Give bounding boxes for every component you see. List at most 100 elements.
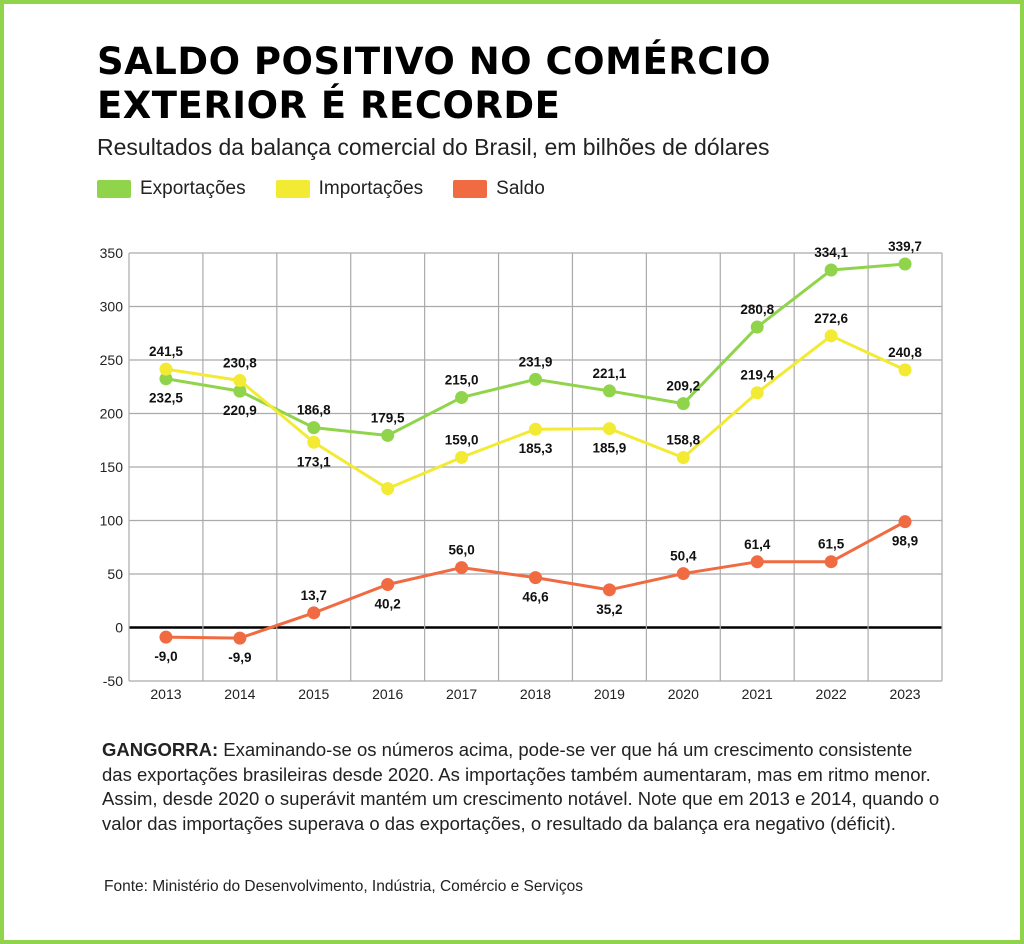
data-point-saldo bbox=[159, 630, 173, 644]
data-label-exportacoes: 280,8 bbox=[740, 302, 774, 317]
data-point-importacoes bbox=[898, 363, 912, 377]
x-tick-label: 2023 bbox=[889, 686, 920, 702]
legend-swatch-saldo bbox=[453, 180, 488, 198]
data-point-saldo bbox=[381, 577, 395, 591]
data-label-saldo: 46,6 bbox=[522, 590, 549, 605]
data-label-importacoes: 158,8 bbox=[666, 433, 700, 448]
y-tick-label: 200 bbox=[100, 406, 124, 422]
data-label-importacoes: 272,6 bbox=[814, 311, 848, 326]
data-label-importacoes: 240,8 bbox=[888, 345, 922, 360]
data-point-saldo bbox=[824, 555, 838, 569]
legend: Exportações Importações Saldo bbox=[97, 178, 575, 200]
y-tick-label: -50 bbox=[103, 673, 123, 689]
data-point-exportacoes bbox=[529, 372, 542, 386]
data-point-saldo bbox=[750, 555, 764, 569]
data-label-saldo: 61,5 bbox=[818, 537, 845, 552]
data-point-saldo bbox=[455, 561, 469, 575]
data-point-exportacoes bbox=[381, 428, 395, 442]
data-label-exportacoes: 221,1 bbox=[593, 366, 627, 381]
legend-item-importacoes: Importações bbox=[275, 178, 424, 200]
x-tick-label: 2015 bbox=[298, 686, 329, 702]
legend-label-importacoes: Importações bbox=[318, 178, 424, 199]
data-label-exportacoes: 232,5 bbox=[149, 391, 183, 406]
data-point-importacoes bbox=[676, 451, 690, 465]
data-point-saldo bbox=[676, 567, 690, 581]
data-point-exportacoes bbox=[676, 397, 690, 411]
data-label-saldo: -9,9 bbox=[228, 650, 251, 665]
data-point-saldo bbox=[529, 571, 542, 585]
data-point-importacoes bbox=[824, 329, 838, 343]
data-point-exportacoes bbox=[307, 421, 321, 435]
data-label-saldo: 98,9 bbox=[892, 534, 918, 549]
x-tick-label: 2014 bbox=[224, 686, 255, 702]
data-label-importacoes: 173,1 bbox=[297, 454, 331, 469]
data-label-importacoes: 241,5 bbox=[149, 344, 183, 359]
chart-subtitle: Resultados da balança comercial do Brasi… bbox=[97, 134, 770, 160]
data-label-importacoes: 185,3 bbox=[519, 441, 553, 456]
data-point-importacoes bbox=[750, 386, 764, 400]
data-point-exportacoes bbox=[898, 257, 912, 271]
x-tick-label: 2020 bbox=[668, 686, 699, 702]
data-label-exportacoes: 215,0 bbox=[445, 372, 479, 387]
legend-item-saldo: Saldo bbox=[453, 178, 545, 200]
data-point-saldo bbox=[233, 631, 247, 645]
data-label-saldo: 61,4 bbox=[744, 537, 771, 552]
x-tick-label: 2018 bbox=[520, 686, 551, 702]
x-tick-label: 2017 bbox=[446, 686, 477, 702]
data-label-saldo: 35,2 bbox=[596, 602, 622, 617]
x-tick-label: 2021 bbox=[742, 686, 773, 702]
data-label-exportacoes: 209,2 bbox=[666, 379, 700, 394]
x-tick-label: 2022 bbox=[816, 686, 847, 702]
x-tick-label: 2013 bbox=[150, 686, 181, 702]
data-label-saldo: -9,0 bbox=[154, 649, 177, 664]
x-tick-label: 2016 bbox=[372, 686, 403, 702]
data-label-saldo: 13,7 bbox=[301, 588, 327, 603]
note-text: Examinando-se os números acima, pode-se … bbox=[102, 739, 940, 834]
y-tick-label: 50 bbox=[107, 566, 123, 582]
data-label-exportacoes: 231,9 bbox=[519, 354, 553, 369]
x-tick-label: 2019 bbox=[594, 686, 625, 702]
data-label-exportacoes: 339,7 bbox=[888, 239, 922, 254]
data-point-importacoes bbox=[381, 482, 395, 496]
data-point-saldo bbox=[898, 515, 912, 529]
data-point-importacoes bbox=[602, 422, 616, 436]
legend-swatch-exportacoes bbox=[97, 180, 131, 198]
data-label-importacoes: 185,9 bbox=[593, 441, 627, 456]
data-label-exportacoes: 220,9 bbox=[223, 403, 257, 418]
data-label-saldo: 40,2 bbox=[375, 596, 401, 611]
data-label-importacoes: 219,4 bbox=[740, 368, 774, 383]
legend-swatch-importacoes bbox=[275, 180, 310, 198]
y-tick-label: 150 bbox=[100, 459, 124, 475]
source-credit: Fonte: Ministério do Desenvolvimento, In… bbox=[104, 878, 583, 895]
data-label-exportacoes: 334,1 bbox=[814, 245, 848, 260]
y-tick-label: 300 bbox=[100, 299, 124, 315]
legend-label-exportacoes: Exportações bbox=[140, 178, 246, 199]
data-point-importacoes bbox=[455, 450, 469, 464]
data-point-importacoes bbox=[159, 362, 173, 376]
data-point-importacoes bbox=[233, 374, 247, 388]
y-tick-label: 0 bbox=[115, 620, 123, 636]
data-point-saldo bbox=[602, 583, 616, 597]
legend-item-exportacoes: Exportações bbox=[97, 178, 246, 200]
data-point-exportacoes bbox=[750, 320, 764, 334]
chart-title: SALDO POSITIVO NO COMÉRCIO EXTERIOR É RE… bbox=[97, 40, 772, 127]
data-point-exportacoes bbox=[233, 384, 247, 398]
data-label-importacoes: 159,0 bbox=[445, 432, 479, 447]
data-point-importacoes bbox=[529, 422, 542, 436]
data-label-saldo: 50,4 bbox=[670, 549, 697, 564]
data-label-exportacoes: 186,8 bbox=[297, 403, 331, 418]
data-point-saldo bbox=[307, 606, 321, 620]
note-lead: GANGORRA: bbox=[102, 739, 219, 760]
legend-label-saldo: Saldo bbox=[496, 178, 545, 199]
data-point-exportacoes bbox=[824, 263, 838, 277]
data-label-importacoes: 230,8 bbox=[223, 356, 257, 371]
data-point-exportacoes bbox=[455, 390, 469, 404]
y-tick-label: 100 bbox=[100, 513, 124, 529]
data-point-importacoes bbox=[307, 435, 321, 449]
y-tick-label: 350 bbox=[100, 245, 124, 261]
chart-note: GANGORRA: Examinando-se os números acima… bbox=[102, 738, 942, 836]
y-tick-label: 250 bbox=[100, 352, 124, 368]
data-point-exportacoes bbox=[159, 372, 173, 386]
